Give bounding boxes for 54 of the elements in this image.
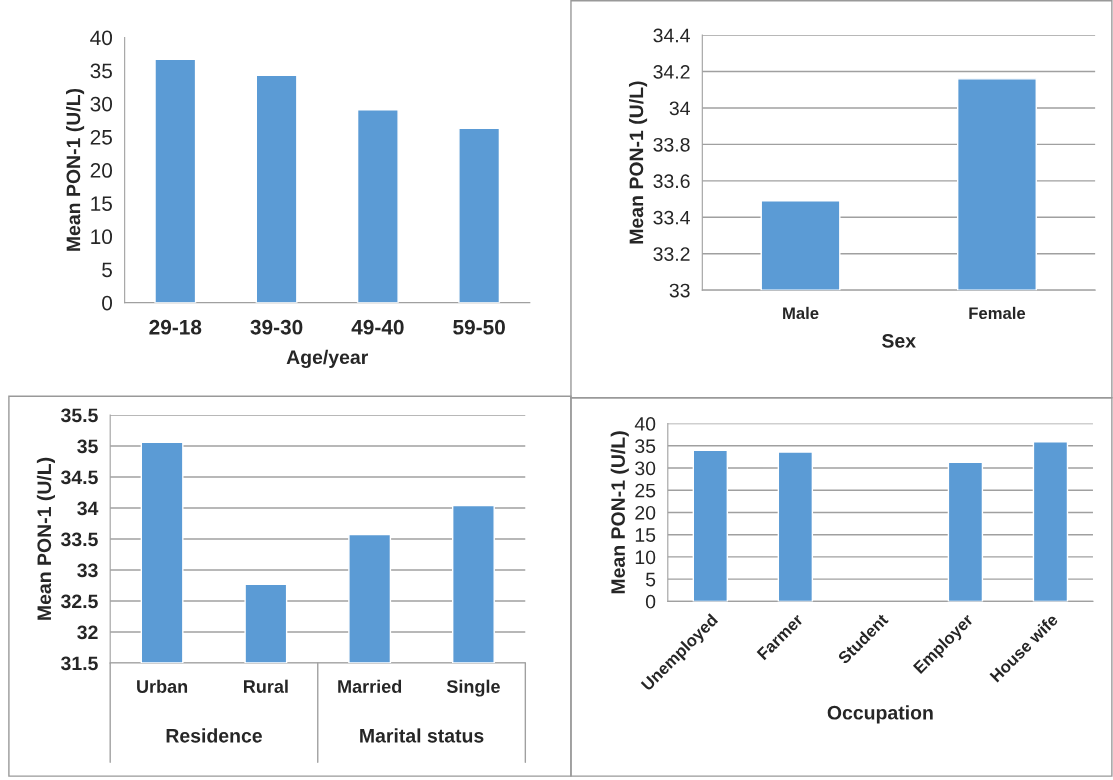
y-tick-label: 35	[77, 439, 98, 454]
y-tick-label: 32	[77, 625, 98, 640]
x-tick-label: Female	[969, 306, 1026, 320]
y-tick-label: 33	[77, 563, 98, 578]
y-tick-label: 33.6	[653, 174, 690, 189]
text: Marital status	[360, 728, 484, 743]
text: Residence	[166, 728, 262, 743]
y-tick-label: 0	[102, 295, 113, 311]
y-axis-title: Mean PON-1 (U/L)	[610, 431, 629, 594]
y-tick-label: 32.5	[60, 594, 98, 609]
y-tick-label: 10	[91, 229, 113, 245]
y-tick-label: 35	[635, 439, 656, 454]
y-axis-title: Mean PON-1 (U/L)	[66, 88, 85, 251]
y-tick-label: 25	[90, 129, 112, 145]
y-tick-label: 33.5	[60, 532, 98, 547]
x-tick-label: Urban	[137, 679, 188, 693]
y-tick-label: 20	[635, 505, 656, 520]
y-tick-label: 34.4	[653, 28, 690, 43]
y-axis-title: Mean PON-1 (U/L)	[36, 457, 55, 620]
x-axis-title: Occupation	[827, 705, 933, 724]
y-tick-label: 33	[669, 283, 690, 298]
y-tick-label: 40	[90, 30, 113, 46]
x-axis-title: Age/year	[286, 349, 368, 369]
y-tick-label: 31.5	[60, 656, 98, 671]
y-tick-label: 15	[91, 196, 112, 211]
y-tick-label: 34	[77, 501, 99, 516]
x-tick-label: Single	[446, 679, 500, 697]
y-tick-label: 5	[102, 262, 112, 278]
y-tick-label: 0	[645, 594, 656, 609]
y-tick-label: 33.8	[653, 137, 690, 152]
y-tick-label: 35	[90, 63, 112, 79]
y-tick-label: 5	[645, 572, 656, 587]
y-tick-label: 30	[635, 461, 656, 476]
y-tick-label: 15	[635, 528, 656, 542]
y-tick-label: 25	[635, 483, 656, 498]
y-tick-label: 35.5	[60, 408, 98, 423]
y-tick-label: 30	[90, 96, 113, 112]
y-tick-label: 40	[634, 417, 656, 431]
x-tick-label: Rural	[244, 679, 288, 693]
x-axis-title: Sex	[882, 333, 916, 348]
y-tick-label: 34.2	[653, 65, 690, 79]
y-tick-label: 20	[90, 163, 113, 178]
y-tick-label: 33.4	[653, 210, 690, 225]
x-tick-label: Married	[338, 679, 402, 693]
x-tick-label: 39-30	[250, 319, 303, 335]
x-tick-label: 29-18	[149, 319, 202, 335]
y-tick-label: 10	[635, 550, 656, 565]
y-tick-label: 33.2	[653, 247, 690, 261]
y-tick-label: 34	[669, 101, 690, 116]
x-tick-label: 59-50	[453, 319, 505, 335]
x-tick-label: Male	[783, 306, 819, 320]
x-tick-label: 49-40	[351, 319, 404, 335]
y-axis-title: Mean PON-1 (U/L)	[628, 81, 648, 244]
y-tick-label: 34.5	[60, 470, 98, 485]
